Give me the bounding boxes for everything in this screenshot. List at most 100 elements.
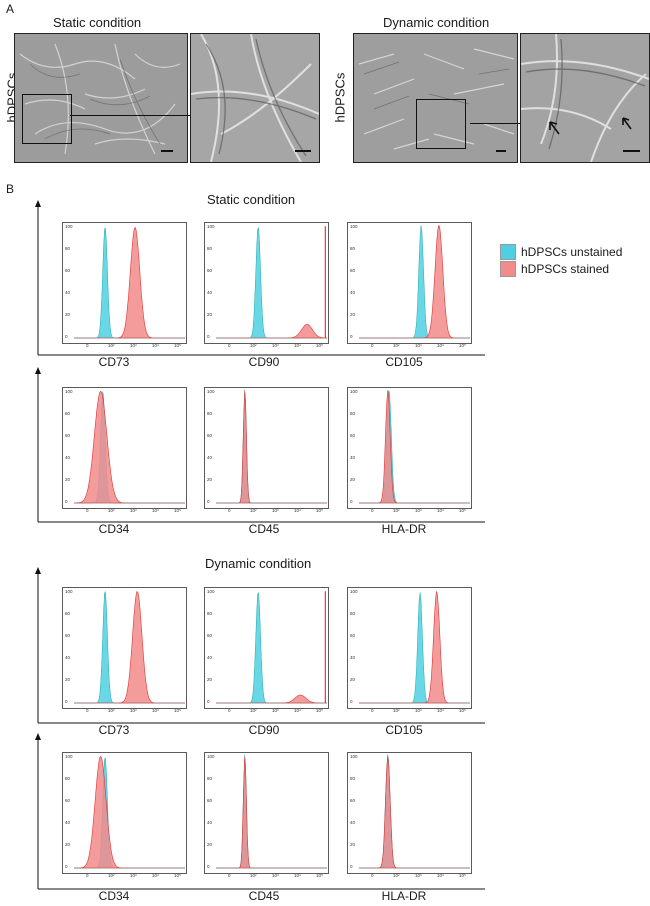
zoom-connector-line [70, 115, 192, 116]
static-micro-title: Static condition [53, 15, 142, 30]
histogram-plot: 0 20 40 60 80 100 0 10² 10³ 10⁴ 10⁵ [204, 387, 329, 513]
x-tick-label: 10³ [415, 508, 422, 513]
row-axis [35, 200, 485, 356]
plot-frame [62, 587, 187, 709]
y-tick-label: 0 [65, 499, 68, 504]
x-tick-label: 10⁴ [152, 508, 159, 513]
marker-label-cd45: CD45 [248, 889, 280, 903]
y-tick-label: 40 [65, 655, 71, 660]
plot-frame [347, 752, 472, 874]
y-tick-label: 80 [207, 411, 213, 416]
x-tick-label: 10² [108, 508, 115, 513]
x-tick-label: 10⁵ [316, 873, 323, 878]
x-tick-label: 0 [228, 343, 231, 348]
x-tick-label: 0 [228, 708, 231, 713]
histogram-plot: 0 20 40 60 80 100 0 10² 10³ 10⁴ 10⁵ [347, 387, 472, 513]
y-tick-label: 80 [65, 611, 71, 616]
x-tick-label: 10⁴ [152, 708, 159, 713]
dynamic-zoom-micrograph [520, 33, 650, 163]
x-tick-label: 10³ [415, 873, 422, 878]
y-tick-label: 0 [207, 864, 210, 869]
y-tick-label: 100 [207, 389, 215, 394]
x-tick-label: 10³ [272, 508, 279, 513]
x-tick-label: 10⁵ [316, 708, 323, 713]
x-tick-label: 10² [393, 343, 400, 348]
y-tick-label: 100 [207, 754, 215, 759]
histogram-plot: 0 20 40 60 80 100 0 10² 10³ 10⁴ 10⁵ [347, 752, 472, 878]
x-tick-label: 10² [108, 708, 115, 713]
y-tick-label: 100 [207, 589, 215, 594]
y-tick-label: 20 [207, 312, 213, 317]
arrow-icon [622, 117, 632, 130]
x-tick-label: 10⁵ [316, 343, 323, 348]
x-tick-label: 10² [393, 873, 400, 878]
y-tick-label: 0 [350, 334, 353, 339]
y-tick-label: 40 [207, 820, 213, 825]
y-tick-label: 20 [207, 842, 213, 847]
scale-bar [161, 150, 173, 152]
histogram-cd73: 0 20 40 60 80 100 0 10² 10³ 10⁴ 10⁵ [62, 587, 187, 719]
static-micrograph-image [15, 34, 187, 162]
plot-frame [62, 222, 187, 344]
x-tick-label: 10⁵ [174, 508, 181, 513]
static-zoom-image [191, 34, 319, 162]
y-tick-label: 60 [65, 633, 71, 638]
y-tick-label: 20 [207, 677, 213, 682]
y-tick-label: 0 [350, 699, 353, 704]
axis-arrow-icon [35, 200, 41, 207]
y-tick-label: 60 [65, 798, 71, 803]
row-axis [35, 567, 485, 724]
y-tick-label: 0 [350, 864, 353, 869]
unstained-swatch [500, 244, 516, 260]
stained-swatch [500, 261, 516, 277]
dynamic-micrograph [353, 33, 518, 163]
histogram-plot: 0 20 40 60 80 100 0 10² 10³ 10⁴ 10⁵ [204, 587, 329, 713]
x-tick-label: 10² [108, 343, 115, 348]
y-tick-label: 20 [65, 677, 71, 682]
y-tick-label: 60 [207, 433, 213, 438]
stained-peak [216, 324, 327, 339]
x-tick-label: 10⁴ [152, 873, 159, 878]
static-flow-title: Static condition [207, 192, 296, 207]
y-tick-label: 60 [65, 433, 71, 438]
x-tick-label: 10⁵ [459, 343, 466, 348]
histogram-cd90: 0 20 40 60 80 100 0 10² 10³ 10⁴ 10⁵ [204, 587, 329, 719]
y-tick-label: 0 [207, 334, 210, 339]
y-tick-label: 20 [350, 477, 356, 482]
stained-peak [359, 225, 470, 339]
marker-label-cd105: CD105 [385, 355, 423, 369]
x-tick-label: 10² [108, 873, 115, 878]
y-tick-label: 0 [207, 499, 210, 504]
stained-peak [216, 757, 327, 869]
y-tick-label: 60 [207, 798, 213, 803]
x-tick-label: 10³ [272, 343, 279, 348]
y-tick-label: 0 [207, 699, 210, 704]
marker-label-cd73: CD73 [98, 723, 130, 737]
row-axis [35, 733, 485, 890]
x-tick-label: 10⁵ [316, 508, 323, 513]
stained-peak [216, 390, 327, 504]
legend-stained-label: hDPSCs stained [521, 262, 610, 276]
x-tick-label: 10³ [415, 708, 422, 713]
y-tick-label: 80 [207, 776, 213, 781]
axis-arrow-icon [35, 367, 41, 374]
histogram-cd73: 0 20 40 60 80 100 0 10² 10³ 10⁴ 10⁵ [62, 222, 187, 354]
y-tick-label: 0 [65, 699, 68, 704]
marker-label-hladr: HLA-DR [381, 522, 427, 536]
stained-peak [359, 756, 470, 869]
y-tick-label: 80 [350, 611, 356, 616]
x-tick-label: 10⁵ [174, 343, 181, 348]
x-tick-label: 10³ [272, 873, 279, 878]
x-tick-label: 10⁴ [152, 343, 159, 348]
y-tick-label: 20 [65, 842, 71, 847]
y-tick-label: 20 [350, 842, 356, 847]
histogram-cd45: 0 20 40 60 80 100 0 10² 10³ 10⁴ 10⁵ [204, 387, 329, 519]
histogram-plot: 0 20 40 60 80 100 0 10² 10³ 10⁴ 10⁵ [347, 587, 472, 713]
stained-peak [74, 226, 185, 339]
stained-peak [359, 591, 470, 704]
stained-peak [359, 390, 470, 504]
zoom-connector-line [470, 123, 520, 124]
y-tick-label: 20 [207, 477, 213, 482]
plot-frame [204, 587, 329, 709]
y-tick-label: 80 [65, 411, 71, 416]
